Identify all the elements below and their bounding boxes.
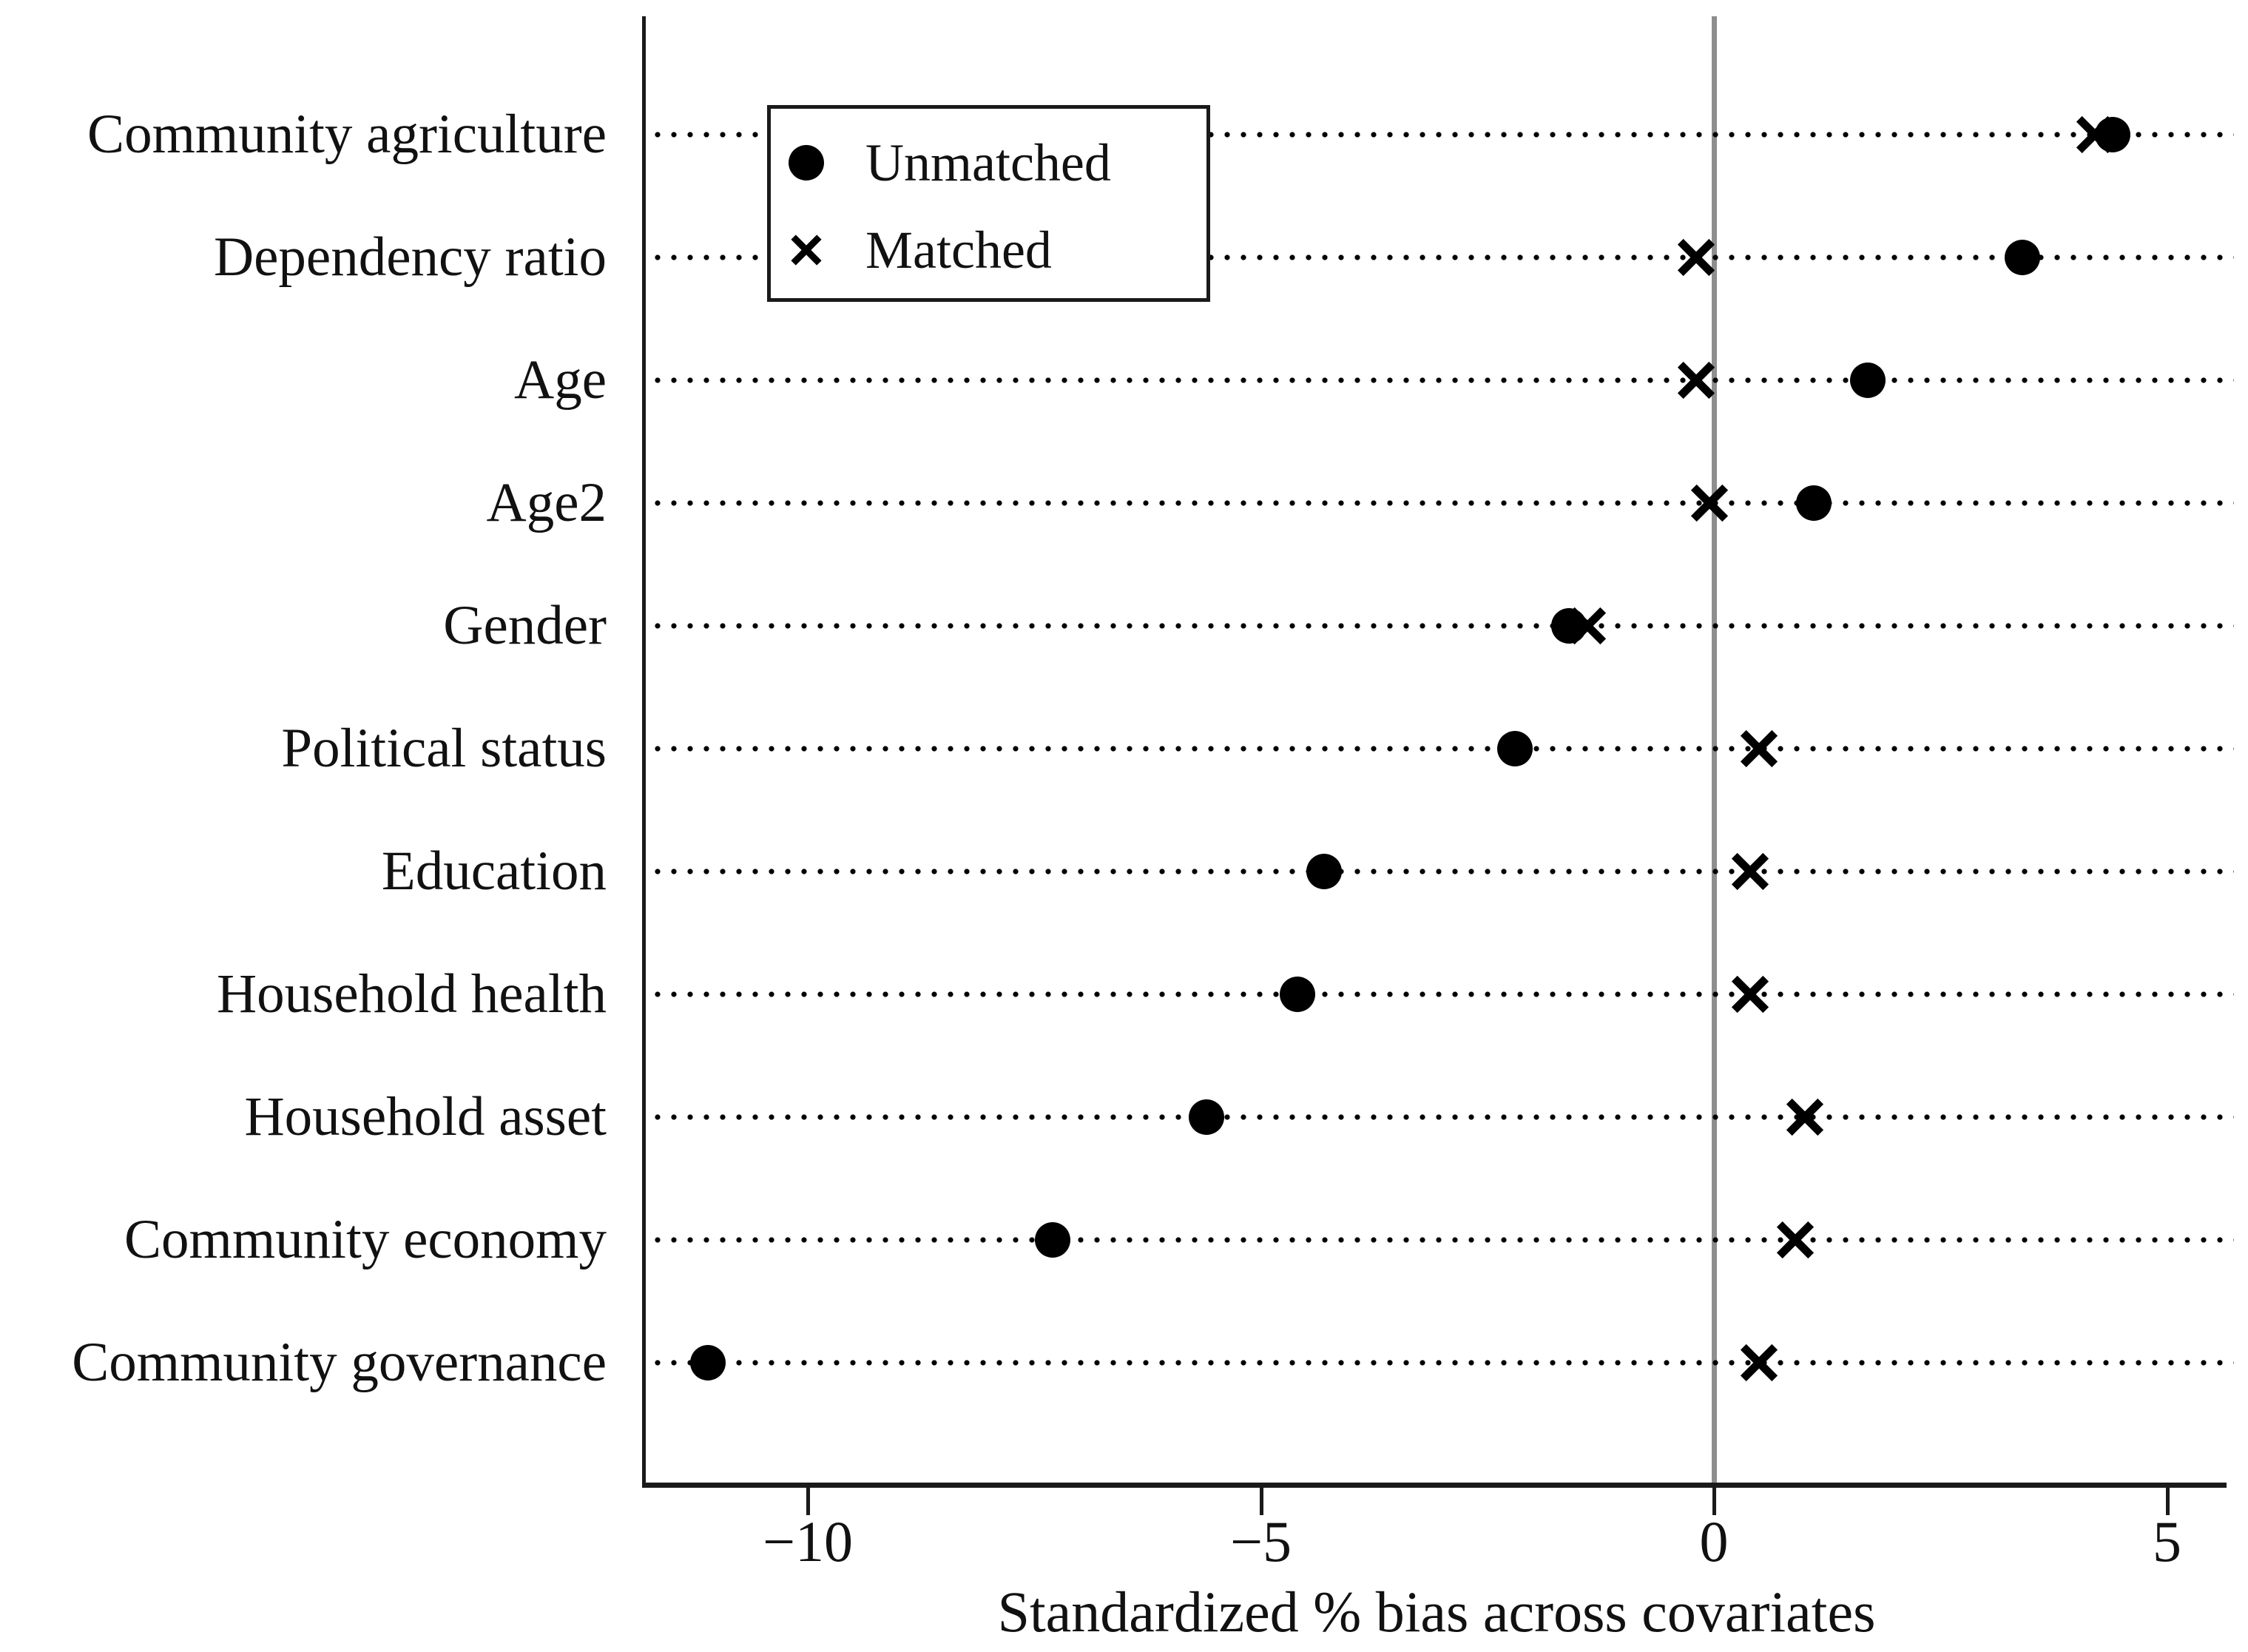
legend-x-marker-icon [792,236,820,264]
data-point-matched [1788,1100,1822,1134]
data-point-matched [1679,363,1713,397]
legend-item-label: Unmatched [865,133,1111,192]
x-tick-label: −5 [1230,1509,1292,1574]
data-point-matched [1733,854,1767,889]
data-point-unmatched [2095,117,2130,152]
legend-marker-cell [771,119,845,206]
legend-item: Unmatched [771,119,1206,206]
category-label: Dependency ratio [213,226,607,288]
data-point-matched [1742,732,1776,766]
category-label: Gender [443,595,607,656]
x-axis-line [642,1483,2227,1488]
dotted-gridline [649,132,2234,138]
data-point-unmatched [690,1345,726,1380]
legend-item-label: Matched [865,220,1052,280]
data-point-matched [1742,1346,1776,1380]
category-label: Community economy [124,1209,607,1270]
category-label: Age [514,349,607,411]
category-label: Community governance [72,1332,607,1393]
legend-item: Matched [771,206,1206,294]
dotted-gridline [649,1360,2234,1366]
data-point-unmatched [1850,363,1886,398]
dotted-gridline [649,1237,2234,1243]
data-point-matched [1679,240,1713,274]
category-label: Household health [217,963,607,1025]
data-point-unmatched [1306,854,1343,889]
dotted-gridline [649,500,2234,506]
category-label: Age2 [486,472,607,533]
y-axis-line [642,16,646,1485]
legend-circle-marker-icon [789,145,824,181]
category-label: Political status [281,718,607,779]
data-point-unmatched [1795,485,1832,521]
dotted-gridline [649,869,2234,874]
dotted-gridline [649,991,2234,997]
dotted-gridline [649,623,2234,629]
category-label: Community agriculture [87,104,607,165]
x-tick-label: 0 [1699,1509,1729,1574]
data-point-unmatched [1496,731,1533,766]
legend-box: Unmatched Matched [767,105,1210,302]
x-tick-label: 5 [2153,1509,2181,1574]
dotted-gridline [649,746,2234,752]
data-point-unmatched [1034,1222,1070,1258]
data-point-unmatched [2004,240,2040,275]
category-label: Education [381,840,607,902]
x-tick-mark [2165,1488,2170,1515]
data-point-matched [1692,486,1726,520]
data-point-unmatched [1279,977,1315,1012]
data-point-unmatched [1189,1099,1224,1135]
data-point-unmatched [1551,608,1587,644]
data-point-matched [1778,1223,1812,1257]
legend-marker-cell [771,206,845,294]
x-axis-title: Standardized % bias across covariates [997,1579,1876,1644]
dotted-gridline [649,254,2234,260]
category-label: Household asset [244,1086,607,1147]
x-tick-mark [1712,1488,1716,1515]
data-point-matched [1733,977,1767,1011]
x-tick-label: −10 [763,1509,853,1574]
x-tick-mark [806,1488,810,1515]
dotted-gridline [649,1114,2234,1120]
dotted-gridline [649,377,2234,383]
x-tick-mark [1259,1488,1263,1515]
